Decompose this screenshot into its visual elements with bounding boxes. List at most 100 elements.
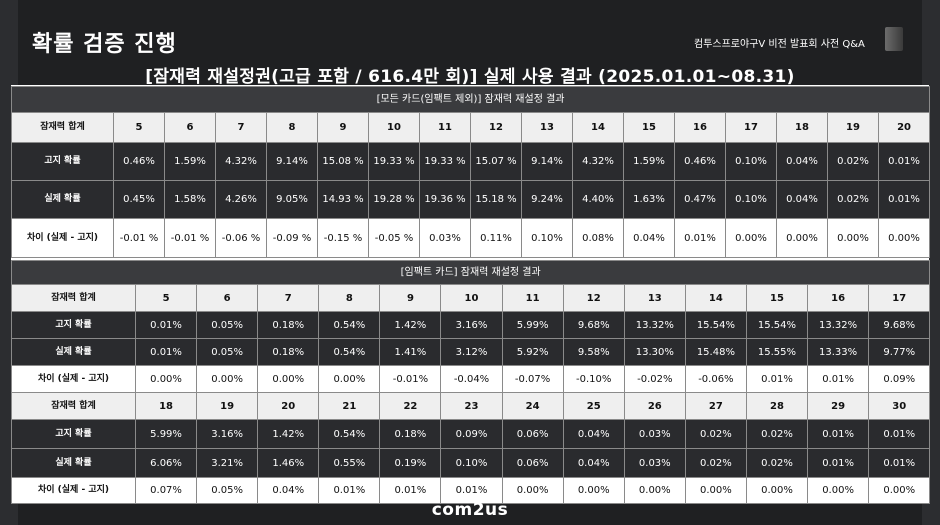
table-cell: 16: [674, 112, 726, 143]
table-cell: 9.77%: [868, 338, 931, 366]
table-cell: 0.09%: [440, 419, 503, 449]
row-label: 고지 확률: [11, 142, 114, 181]
table-cell: 9.58%: [562, 338, 625, 366]
table-cell: 12: [562, 284, 625, 312]
row-label: 고지 확률: [11, 419, 136, 449]
table-cell: 1.41%: [379, 338, 442, 366]
table-cell: 22: [379, 392, 442, 420]
table-cell: 13.30%: [623, 338, 686, 366]
table-cell: 6: [196, 284, 259, 312]
table-cell: 14: [572, 112, 624, 143]
table-cell: 1.42%: [257, 419, 320, 449]
table-cell: 5: [134, 284, 198, 312]
row-label: 차이 (실제 - 고지): [11, 477, 136, 504]
section1-title: [모든 카드(임팩트 제외)] 잠재력 재설정 결과: [10, 86, 931, 113]
table-cell: 1.63%: [623, 180, 675, 219]
table-cell: 0.00%: [684, 477, 747, 504]
table-cell: 4.40%: [572, 180, 624, 219]
table-cell: 0.01%: [134, 311, 198, 339]
table-cell: 0.19%: [379, 448, 442, 478]
actual-row: 실제 확률 0.45% 1.58% 4.26% 9.05% 14.93 % 19.28 % 1…: [11, 180, 931, 219]
row-label: 차이 (실제 - 고지): [11, 365, 136, 393]
table-cell: 7: [257, 284, 320, 312]
table-cell: 30: [868, 392, 931, 420]
sum-row: 잠재력 합계 18 19 20 21 22 23 24 25 26 27 28 29 30: [11, 392, 931, 420]
table-cell: 0.05%: [196, 311, 259, 339]
table-cell: 0.00%: [257, 365, 320, 393]
table-cell: 7: [215, 112, 267, 143]
table-cell: -0.10%: [562, 365, 625, 393]
table-cell: 0.06%: [501, 419, 564, 449]
table-cell: 0.54%: [318, 338, 381, 366]
actual-row: 실제 확률 0.01% 0.05% 0.18% 0.54% 1.41% 3.12% 5.92%…: [11, 338, 931, 366]
table-cell: 0.01%: [134, 338, 198, 366]
table-cell: -0.02%: [623, 365, 686, 393]
table-cell: 0.00%: [776, 218, 828, 258]
table-cell: 0.04%: [776, 180, 828, 219]
table-cell: 0.10%: [440, 448, 503, 478]
notified-row: 고지 확률 0.46% 1.59% 4.32% 9.14% 15.08 % 19.33 % 1…: [11, 142, 931, 181]
table-cell: 0.02%: [745, 448, 809, 478]
table-cell: 0.46%: [113, 142, 165, 181]
table-cell: 18: [776, 112, 828, 143]
table-cell: -0.04%: [440, 365, 503, 393]
table-cell: 0.02%: [827, 142, 879, 181]
table-cell: 0.00%: [623, 477, 686, 504]
table-cell: 0.01%: [807, 448, 870, 478]
table-cell: 0.02%: [827, 180, 879, 219]
table-cell: -0.06 %: [215, 218, 267, 258]
table-cell: 0.00%: [196, 365, 259, 393]
table-cell: 0.03%: [623, 419, 686, 449]
row-label: 잠재력 합계: [11, 112, 114, 143]
table-cell: 0.01%: [807, 419, 870, 449]
table-cell: 5: [113, 112, 165, 143]
table-cell: 0.03%: [419, 218, 471, 258]
table-cell: 0.04%: [562, 419, 625, 449]
table-cell: 0.46%: [674, 142, 726, 181]
table-cell: 15.54%: [745, 311, 809, 339]
table-cell: 4.32%: [572, 142, 624, 181]
table-cell: 12: [470, 112, 522, 143]
table-cell: -0.01 %: [164, 218, 216, 258]
table-cell: 1.58%: [164, 180, 216, 219]
table-cell: -0.09 %: [266, 218, 318, 258]
table-cell: 0.04%: [623, 218, 675, 258]
table-cell: -0.01%: [379, 365, 442, 393]
table-cell: 9: [317, 112, 369, 143]
row-label: 고지 확률: [11, 311, 136, 339]
table-cell: 14.93 %: [317, 180, 369, 219]
sum-row: 잠재력 합계 5 6 7 8 9 10 11 12 13 14 15 16 17: [11, 284, 931, 312]
table-cell: 1.46%: [257, 448, 320, 478]
table-cell: 0.54%: [318, 311, 381, 339]
table-cell: 0.10%: [725, 180, 777, 219]
table-cell: 9.05%: [266, 180, 318, 219]
table-cell: 0.02%: [745, 419, 809, 449]
row-label: 실제 확률: [11, 338, 136, 366]
table-cell: 19: [827, 112, 879, 143]
table-cell: 0.00%: [318, 365, 381, 393]
table-cell: 17: [868, 284, 931, 312]
section1-title-row: [모든 카드(임팩트 제외)] 잠재력 재설정 결과: [10, 86, 931, 113]
table-cell: 0.00%: [877, 218, 931, 258]
table-cell: 3.12%: [440, 338, 503, 366]
main-title: [잠재력 재설정권(고급 포함 / 616.4만 회)] 실제 사용 결과 (2…: [145, 67, 795, 87]
table-cell: 0.01%: [379, 477, 442, 504]
impact-cards-table: [임팩트 카드] 잠재력 재설정 결과 잠재력 합계 5 6 7 8 9 10 11 12 13 14…: [10, 260, 931, 504]
table-cell: -0.07%: [501, 365, 564, 393]
table-cell: 0.01%: [674, 218, 726, 258]
diff-row: 차이 (실제 - 고지) -0.01 % -0.01 % -0.06 % -0.09 %…: [11, 218, 931, 258]
table-cell: 0.11%: [470, 218, 522, 258]
table-cell: 17: [725, 112, 777, 143]
table-cell: 15: [623, 112, 675, 143]
table-cell: 13.32%: [807, 311, 870, 339]
table-cell: 20: [257, 392, 320, 420]
table-cell: 1.42%: [379, 311, 442, 339]
table-cell: 14: [684, 284, 747, 312]
table-cell: 23: [440, 392, 503, 420]
table-cell: 28: [745, 392, 809, 420]
table-cell: 10: [368, 112, 420, 143]
table-cell: 0.01%: [745, 365, 809, 393]
table-cell: 1.59%: [164, 142, 216, 181]
row-label: 실제 확률: [11, 180, 114, 219]
table-cell: 0.06%: [501, 448, 564, 478]
